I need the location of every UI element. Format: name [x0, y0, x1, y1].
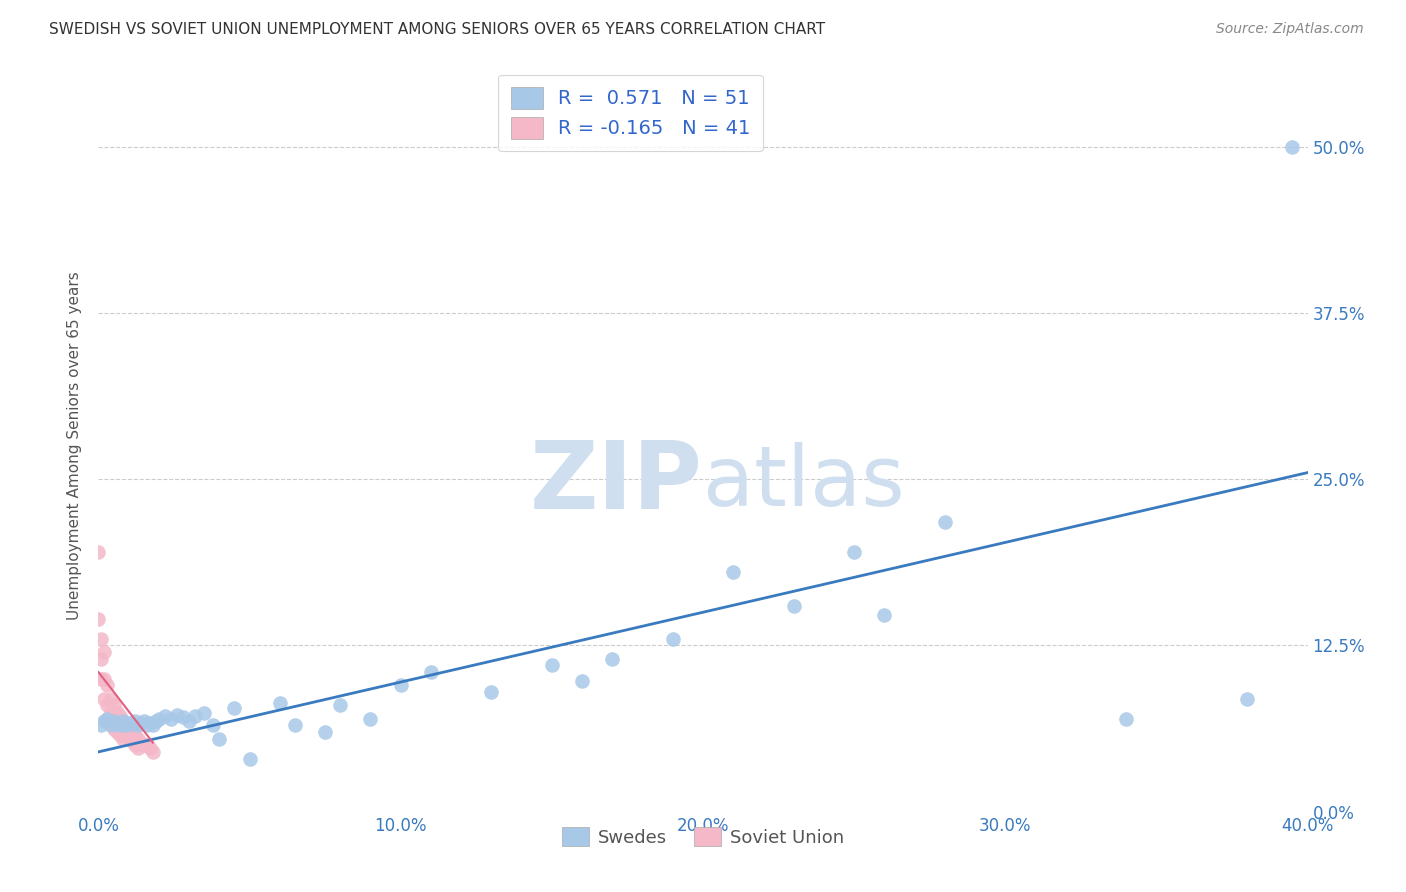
Point	[661, 632, 683, 646]
Point	[172, 710, 194, 724]
Point	[139, 740, 162, 755]
Point	[145, 714, 167, 729]
Point	[160, 712, 183, 726]
Point	[360, 712, 382, 726]
Point	[124, 728, 146, 742]
Point	[100, 705, 122, 719]
Point	[87, 612, 110, 626]
Point	[108, 728, 131, 742]
Point	[93, 672, 115, 686]
Point	[142, 745, 165, 759]
Point	[127, 731, 149, 746]
Point	[142, 718, 165, 732]
Point	[602, 652, 624, 666]
Point	[87, 545, 110, 559]
Point	[139, 715, 162, 730]
Point	[111, 714, 134, 729]
Point	[96, 712, 118, 726]
Point	[1236, 691, 1258, 706]
Point	[100, 691, 122, 706]
Point	[1281, 140, 1303, 154]
Point	[96, 698, 118, 713]
Point	[723, 566, 745, 580]
Point	[111, 714, 134, 729]
Point	[105, 717, 128, 731]
Point	[90, 652, 112, 666]
Point	[121, 725, 143, 739]
Point	[124, 714, 146, 729]
Point	[224, 701, 246, 715]
Point	[132, 714, 155, 729]
Point	[96, 712, 118, 726]
Point	[114, 728, 136, 742]
Point	[783, 599, 806, 613]
Point	[1115, 712, 1137, 726]
Point	[100, 718, 122, 732]
Point	[179, 714, 201, 729]
Point	[114, 718, 136, 732]
Point	[96, 678, 118, 692]
Point	[193, 706, 215, 721]
Point	[121, 734, 143, 748]
Point	[153, 709, 176, 723]
Point	[105, 714, 128, 729]
Point	[93, 691, 115, 706]
Point	[118, 731, 141, 746]
Point	[127, 740, 149, 755]
Point	[314, 725, 336, 739]
Point	[239, 751, 262, 765]
Point	[389, 678, 412, 692]
Point	[114, 718, 136, 732]
Point	[90, 672, 112, 686]
Point	[118, 723, 141, 737]
Point	[103, 714, 125, 729]
Point	[93, 714, 115, 729]
Point	[127, 718, 149, 732]
Point	[108, 709, 131, 723]
Point	[873, 607, 896, 622]
Point	[90, 718, 112, 732]
Point	[481, 685, 503, 699]
Point	[100, 718, 122, 732]
Point	[284, 718, 307, 732]
Point	[844, 545, 866, 559]
Text: SWEDISH VS SOVIET UNION UNEMPLOYMENT AMONG SENIORS OVER 65 YEARS CORRELATION CHA: SWEDISH VS SOVIET UNION UNEMPLOYMENT AMO…	[49, 22, 825, 37]
Point	[571, 674, 593, 689]
Point	[148, 712, 170, 726]
Point	[269, 696, 291, 710]
Y-axis label: Unemployment Among Seniors over 65 years: Unemployment Among Seniors over 65 years	[67, 272, 83, 620]
Point	[184, 709, 207, 723]
Point	[132, 738, 155, 752]
Point	[111, 723, 134, 737]
Point	[108, 718, 131, 732]
Point	[103, 723, 125, 737]
Point	[108, 718, 131, 732]
Point	[90, 632, 112, 646]
Point	[135, 738, 157, 752]
Point	[121, 717, 143, 731]
Point	[208, 731, 231, 746]
Point	[118, 715, 141, 730]
Point	[129, 715, 152, 730]
Point	[105, 725, 128, 739]
Point	[329, 698, 352, 713]
Point	[103, 698, 125, 713]
Point	[103, 712, 125, 726]
Legend: Swedes, Soviet Union: Swedes, Soviet Union	[554, 820, 852, 854]
Point	[105, 705, 128, 719]
Point	[202, 718, 225, 732]
Point	[135, 718, 157, 732]
Point	[124, 738, 146, 752]
Text: ZIP: ZIP	[530, 436, 703, 529]
Text: Source: ZipAtlas.com: Source: ZipAtlas.com	[1216, 22, 1364, 37]
Point	[166, 707, 188, 722]
Point	[934, 515, 956, 529]
Point	[129, 735, 152, 749]
Point	[540, 658, 562, 673]
Text: atlas: atlas	[703, 442, 904, 523]
Point	[420, 665, 443, 679]
Point	[111, 731, 134, 746]
Point	[93, 645, 115, 659]
